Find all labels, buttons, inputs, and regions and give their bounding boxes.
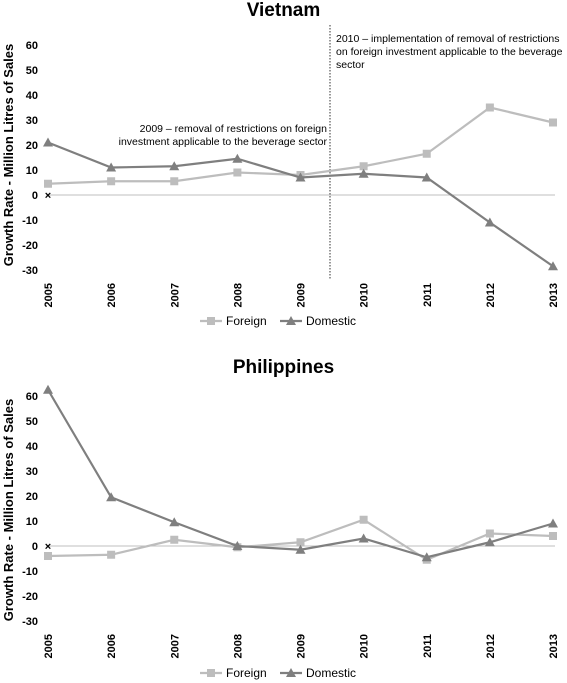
data-point-foreign	[107, 177, 116, 186]
legend-label-foreign: Foreign	[226, 314, 267, 328]
axis-origin-marker: ×	[45, 541, 51, 553]
x-tick-label: 2011	[422, 283, 434, 307]
legend-label-domestic: Domestic	[306, 314, 356, 328]
data-point-domestic	[232, 541, 243, 550]
y-tick-label: 0	[32, 190, 38, 202]
data-point-foreign	[549, 532, 557, 540]
x-tick-label: 2012	[485, 283, 497, 307]
x-tick-label: 2009	[296, 283, 308, 307]
x-tick-label: 2011	[422, 634, 434, 658]
x-tick-label: 2009	[296, 634, 308, 658]
annotation-text: 2010 – implementation of removal of rest…	[336, 33, 563, 71]
y-tick-label: 60	[26, 40, 38, 52]
data-point-foreign	[296, 538, 305, 547]
x-tick-label: 2007	[169, 634, 181, 658]
data-point-domestic	[421, 172, 432, 182]
y-tick-label: 50	[26, 416, 38, 428]
annotation-line: sector	[336, 59, 365, 71]
x-tick-label: 2012	[485, 634, 497, 658]
x-tick-label: 2010	[359, 634, 371, 658]
x-tick-label: 2006	[106, 283, 118, 307]
chart-panel-2: Philippines Growth Rate - Million Litres …	[1, 357, 560, 680]
data-point-foreign	[359, 515, 368, 524]
y-tick-label: 10	[26, 516, 38, 528]
annotation-line: 2010 – implementation of removal of rest…	[336, 33, 560, 45]
data-point-domestic	[421, 552, 432, 562]
data-point-domestic	[106, 492, 117, 502]
x-tick-label: 2005	[43, 634, 55, 658]
y-tick-label: 40	[26, 90, 38, 102]
data-point-foreign	[233, 168, 242, 177]
x-tick-label: 2008	[232, 283, 244, 307]
series-line-domestic	[47, 141, 554, 268]
x-tick-label: 2007	[169, 283, 181, 307]
legend-label-foreign: Foreign	[226, 666, 267, 680]
data-point-domestic	[358, 168, 369, 178]
x-tick-label: 2006	[106, 634, 118, 658]
y-tick-label: 30	[26, 115, 38, 127]
annotation-line: 2009 – removal of restrictions on foreig…	[140, 123, 328, 135]
data-point-domestic	[295, 172, 306, 182]
x-tick-label: 2010	[359, 283, 371, 307]
data-point-domestic	[43, 137, 53, 147]
data-point-foreign	[422, 149, 431, 158]
y-tick-label: 50	[26, 65, 38, 77]
y-tick-label: -10	[22, 215, 38, 227]
annotation-line: on foreign investment applicable to the …	[336, 46, 563, 58]
data-point-foreign	[44, 552, 52, 560]
data-point-domestic	[484, 537, 495, 547]
y-tick-label: -30	[22, 265, 38, 277]
legend-marker-foreign	[207, 317, 215, 325]
data-point-domestic	[232, 153, 243, 163]
legend-marker-foreign	[207, 669, 215, 677]
y-axis-label: Growth Rate - Million Litres of Sales	[1, 44, 16, 266]
y-axis-label: Growth Rate - Million Litres of Sales	[1, 399, 16, 621]
data-point-domestic	[169, 161, 180, 171]
data-point-domestic	[43, 384, 53, 394]
y-tick-label: 30	[26, 466, 38, 478]
y-tick-label: -30	[22, 616, 38, 628]
x-tick-label: 2008	[232, 634, 244, 658]
data-point-foreign	[549, 118, 557, 127]
annotation-line: investment applicable to the beverage se…	[119, 136, 328, 148]
data-point-foreign	[485, 529, 494, 538]
data-point-domestic	[548, 261, 558, 271]
y-tick-label: 20	[26, 491, 38, 503]
data-point-domestic	[358, 533, 369, 543]
data-point-domestic	[295, 544, 306, 554]
data-point-foreign	[359, 162, 368, 171]
axis-origin-marker: ×	[45, 190, 51, 202]
data-point-foreign	[485, 103, 494, 112]
legend-label-domestic: Domestic	[306, 666, 356, 680]
data-point-foreign	[44, 179, 52, 188]
legend-marker-domestic	[286, 668, 296, 677]
data-point-foreign	[170, 177, 179, 186]
y-tick-label: 20	[26, 140, 38, 152]
chart-panel-1: Vietnam Growth Rate - Million Litres of S…	[1, 0, 563, 328]
annotation-text: 2009 – removal of restrictions on foreig…	[119, 123, 328, 148]
x-tick-label: 2005	[43, 283, 55, 307]
data-point-domestic	[548, 518, 558, 528]
y-tick-label: -20	[22, 240, 38, 252]
chart-title: Vietnam	[247, 0, 321, 21]
data-point-domestic	[484, 217, 495, 227]
y-tick-label: 60	[26, 391, 38, 403]
x-tick-label: 2013	[548, 283, 560, 307]
y-tick-label: 0	[32, 541, 38, 553]
y-tick-label: -20	[22, 591, 38, 603]
legend-marker-domestic	[286, 316, 296, 325]
data-point-domestic	[169, 517, 180, 527]
chart-title: Philippines	[233, 357, 334, 378]
data-point-domestic	[106, 162, 117, 172]
data-point-foreign	[107, 550, 116, 559]
y-tick-label: 10	[26, 165, 38, 177]
series-line-domestic	[47, 389, 554, 559]
x-tick-label: 2013	[548, 634, 560, 658]
data-point-foreign	[170, 535, 179, 544]
y-tick-label: 40	[26, 441, 38, 453]
y-tick-label: -10	[22, 566, 38, 578]
